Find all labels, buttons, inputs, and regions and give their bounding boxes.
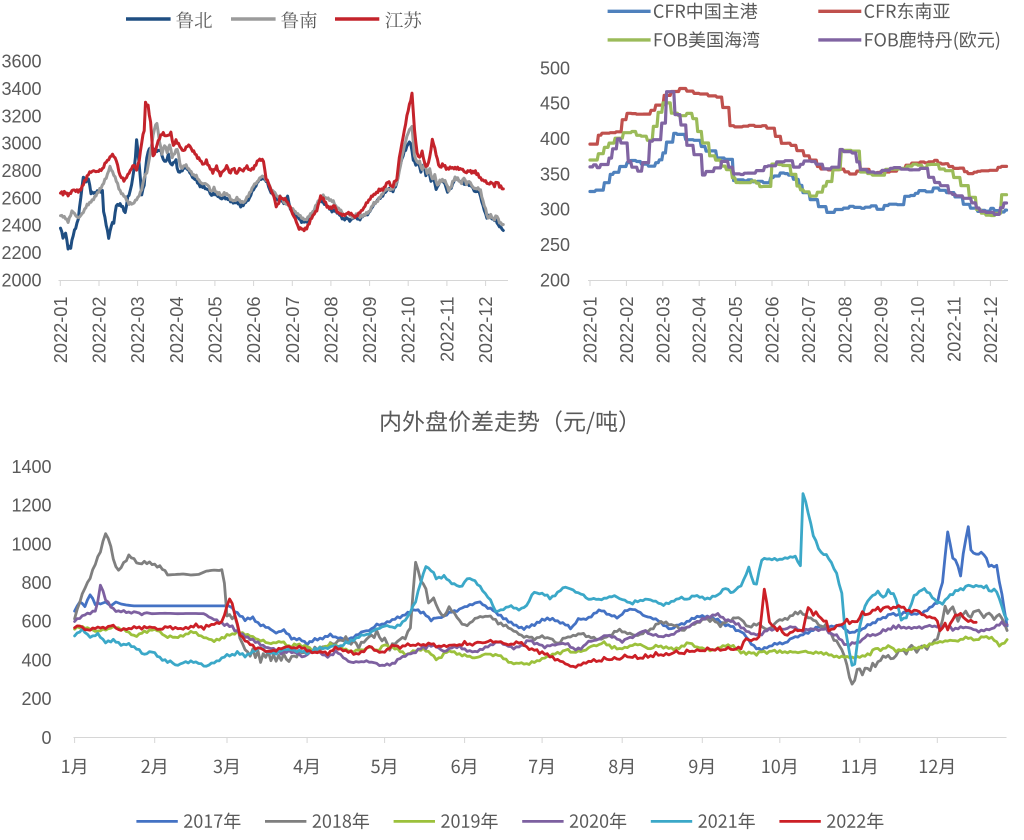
svg-text:500: 500 [540, 58, 570, 78]
svg-text:1200: 1200 [11, 496, 51, 516]
svg-text:800: 800 [21, 573, 51, 593]
svg-text:2600: 2600 [1, 188, 41, 208]
svg-text:300: 300 [540, 200, 570, 220]
svg-text:2022-01: 2022-01 [581, 297, 601, 364]
svg-text:2022-02: 2022-02 [90, 297, 110, 364]
svg-text:2022-11: 2022-11 [945, 297, 965, 362]
svg-text:2022-09: 2022-09 [872, 297, 892, 364]
svg-text:200: 200 [21, 689, 51, 709]
svg-text:2022-10: 2022-10 [908, 297, 928, 364]
svg-text:1400: 1400 [11, 457, 51, 477]
svg-text:400: 400 [540, 129, 570, 149]
svg-text:2200: 2200 [1, 243, 41, 263]
svg-text:2022-08: 2022-08 [321, 297, 341, 364]
svg-text:2022-04: 2022-04 [690, 297, 710, 364]
svg-text:2022-02: 2022-02 [617, 297, 637, 364]
svg-text:2022-07: 2022-07 [283, 297, 303, 364]
svg-text:2400: 2400 [1, 216, 41, 236]
svg-text:2022-08: 2022-08 [835, 297, 855, 364]
svg-text:3200: 3200 [1, 106, 41, 126]
svg-text:2022-06: 2022-06 [763, 297, 783, 364]
svg-text:450: 450 [540, 94, 570, 114]
svg-text:350: 350 [540, 164, 570, 184]
svg-text:3600: 3600 [1, 52, 41, 72]
svg-text:2022-07: 2022-07 [799, 297, 819, 364]
svg-text:2022-12: 2022-12 [476, 297, 496, 364]
svg-text:2022-04: 2022-04 [167, 297, 187, 364]
svg-text:2022-12: 2022-12 [981, 297, 1001, 364]
svg-text:2022-05: 2022-05 [726, 297, 746, 364]
svg-text:250: 250 [540, 235, 570, 255]
svg-text:2800: 2800 [1, 161, 41, 181]
svg-text:2000: 2000 [1, 270, 41, 290]
svg-text:2022-06: 2022-06 [244, 297, 264, 364]
svg-text:0: 0 [41, 728, 51, 748]
svg-text:2022-10: 2022-10 [399, 297, 419, 364]
svg-text:400: 400 [21, 650, 51, 670]
svg-text:3400: 3400 [1, 79, 41, 99]
svg-text:2022-09: 2022-09 [360, 297, 380, 364]
svg-text:600: 600 [21, 612, 51, 632]
svg-text:2022-01: 2022-01 [51, 297, 71, 364]
svg-text:200: 200 [540, 270, 570, 290]
svg-text:2022-03: 2022-03 [653, 297, 673, 364]
svg-text:3000: 3000 [1, 134, 41, 154]
svg-text:1000: 1000 [11, 534, 51, 554]
svg-text:2022-05: 2022-05 [205, 297, 225, 364]
svg-text:2022-03: 2022-03 [128, 297, 148, 364]
svg-text:2022-11: 2022-11 [437, 297, 457, 362]
